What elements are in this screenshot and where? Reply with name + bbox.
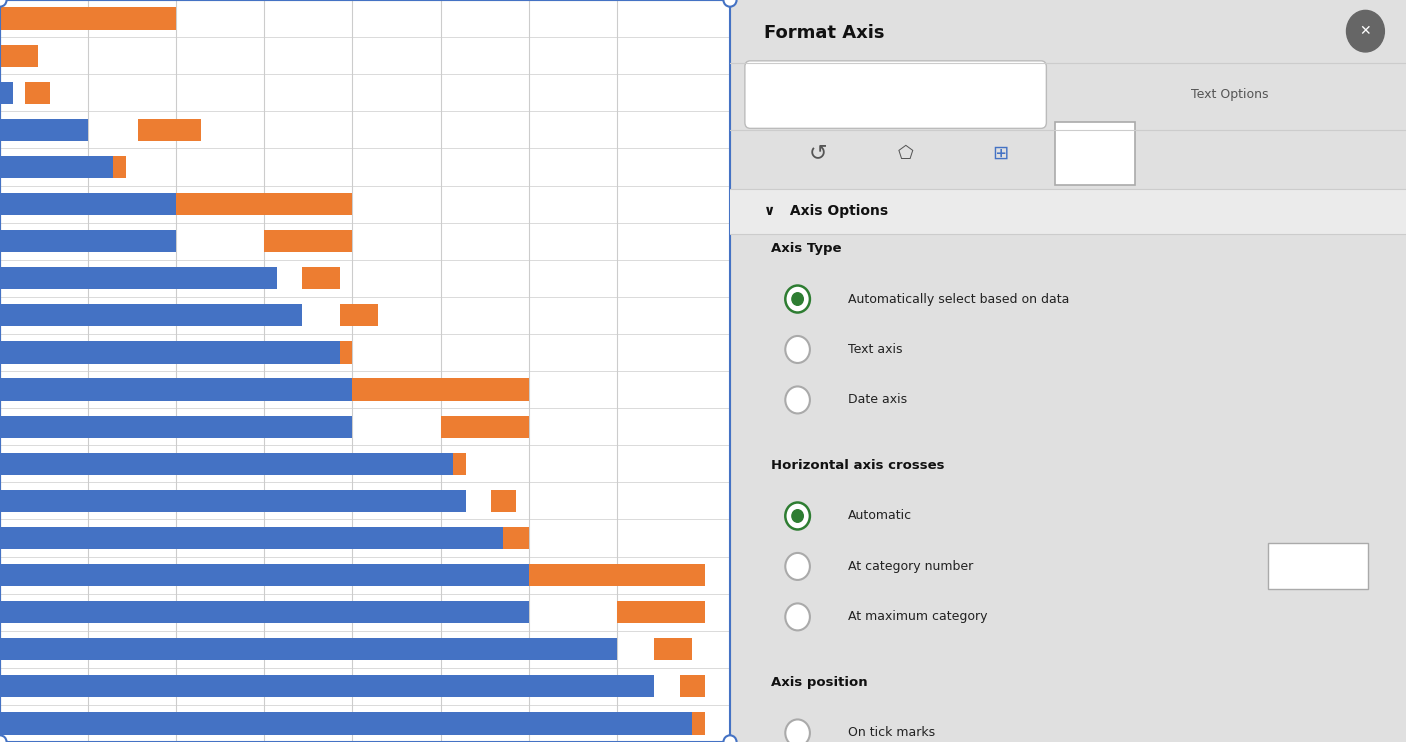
Bar: [0, 527, 503, 549]
Bar: [692, 712, 704, 735]
Text: Horizontal axis crosses: Horizontal axis crosses: [770, 459, 943, 472]
Circle shape: [786, 553, 810, 580]
Bar: [0, 378, 353, 401]
Bar: [0, 638, 617, 660]
Text: Date axis: Date axis: [848, 393, 907, 407]
Bar: [529, 564, 704, 586]
Bar: [0, 267, 277, 289]
FancyBboxPatch shape: [1268, 543, 1368, 589]
Circle shape: [786, 603, 810, 631]
Text: Automatic: Automatic: [848, 510, 912, 522]
Bar: [340, 341, 353, 364]
Text: ✕: ✕: [1360, 24, 1371, 38]
Bar: [0, 45, 38, 67]
Circle shape: [786, 387, 810, 413]
Bar: [25, 82, 51, 104]
Text: 1: 1: [1315, 560, 1322, 573]
Bar: [440, 416, 529, 438]
Bar: [0, 156, 114, 178]
Text: At maximum category: At maximum category: [848, 611, 988, 623]
Circle shape: [0, 735, 7, 742]
Circle shape: [786, 502, 810, 530]
Text: Axis Type: Axis Type: [770, 242, 841, 255]
Text: ⬠: ⬠: [898, 145, 914, 162]
Bar: [0, 341, 340, 364]
Bar: [0, 564, 529, 586]
Bar: [0, 304, 302, 326]
FancyBboxPatch shape: [1054, 122, 1135, 185]
Bar: [0, 712, 692, 735]
Bar: [0, 416, 353, 438]
Text: At category number: At category number: [848, 560, 973, 573]
Bar: [0, 7, 176, 30]
Bar: [0, 193, 176, 215]
Bar: [114, 156, 127, 178]
Circle shape: [0, 0, 7, 7]
Text: Format Axis: Format Axis: [763, 24, 884, 42]
Text: Text axis: Text axis: [848, 343, 903, 356]
Text: ↺: ↺: [808, 144, 827, 163]
Bar: [340, 304, 378, 326]
Bar: [0, 82, 13, 104]
Bar: [302, 267, 340, 289]
Circle shape: [792, 510, 803, 522]
Text: ∨   Axis Options: ∨ Axis Options: [763, 205, 889, 218]
Bar: [0, 119, 89, 141]
Text: Axis Options: Axis Options: [856, 88, 935, 101]
Bar: [0, 675, 654, 697]
Bar: [0, 490, 465, 512]
Text: ▐: ▐: [1087, 144, 1102, 163]
Bar: [679, 675, 704, 697]
Circle shape: [724, 0, 737, 7]
Bar: [617, 601, 704, 623]
Bar: [353, 378, 529, 401]
Circle shape: [1347, 10, 1385, 52]
Bar: [0, 230, 176, 252]
Circle shape: [786, 720, 810, 742]
Circle shape: [724, 735, 737, 742]
Bar: [453, 453, 465, 475]
FancyBboxPatch shape: [745, 61, 1046, 128]
Bar: [264, 230, 353, 252]
Text: On tick marks: On tick marks: [848, 726, 935, 740]
Text: Axis position: Axis position: [770, 676, 868, 689]
Circle shape: [792, 293, 803, 305]
Bar: [0, 601, 529, 623]
Bar: [503, 527, 529, 549]
Circle shape: [786, 286, 810, 312]
Text: Text Options: Text Options: [1191, 88, 1270, 101]
Bar: [491, 490, 516, 512]
FancyBboxPatch shape: [730, 189, 1406, 234]
Bar: [654, 638, 692, 660]
Bar: [0, 453, 453, 475]
Text: ⊞: ⊞: [993, 144, 1008, 163]
Text: Automatically select based on data: Automatically select based on data: [848, 292, 1070, 306]
Bar: [138, 119, 201, 141]
Circle shape: [786, 336, 810, 363]
Bar: [176, 193, 353, 215]
